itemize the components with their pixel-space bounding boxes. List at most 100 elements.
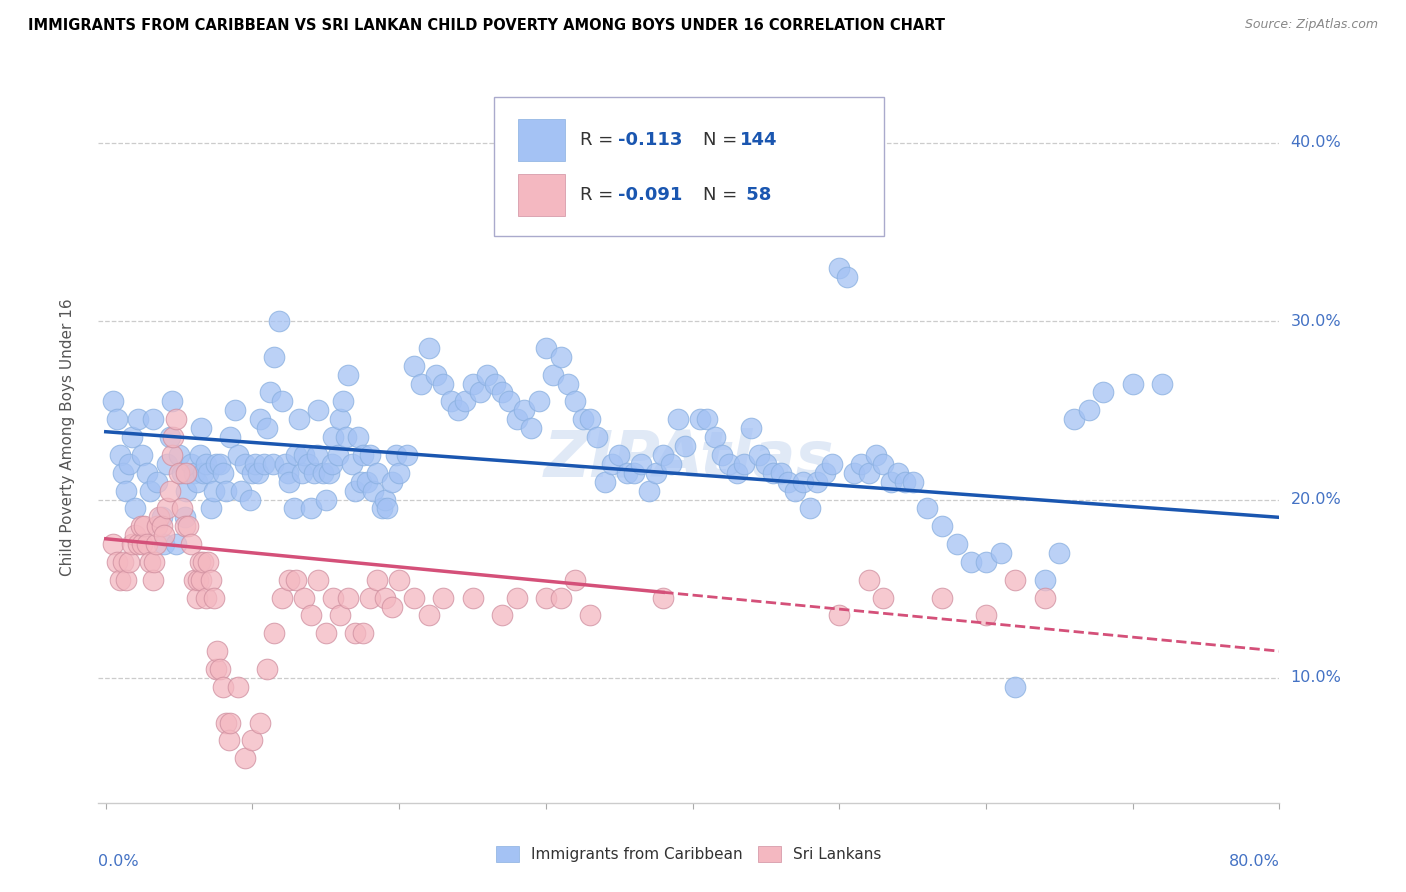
Point <box>373 492 395 507</box>
Point <box>176 483 198 498</box>
Point <box>659 457 682 471</box>
Point <box>336 368 359 382</box>
Point <box>143 555 166 569</box>
Point <box>121 537 143 551</box>
Point <box>806 475 828 489</box>
Point <box>336 591 359 605</box>
Point <box>188 448 211 462</box>
Point <box>579 412 602 426</box>
Point <box>170 501 193 516</box>
Point <box>127 412 149 426</box>
Point <box>115 483 138 498</box>
Y-axis label: Child Poverty Among Boys Under 16: Child Poverty Among Boys Under 16 <box>60 298 75 576</box>
Point <box>312 466 335 480</box>
Point <box>285 448 308 462</box>
Point <box>513 403 536 417</box>
Point <box>1152 376 1174 391</box>
Text: 40.0%: 40.0% <box>1291 136 1341 150</box>
Point <box>315 492 337 507</box>
FancyBboxPatch shape <box>494 97 884 235</box>
Point <box>696 412 718 426</box>
Point <box>748 448 770 462</box>
Point <box>527 394 550 409</box>
Point <box>135 537 157 551</box>
Point <box>477 368 499 382</box>
Point <box>174 510 197 524</box>
Point <box>183 573 205 587</box>
Point <box>872 457 894 471</box>
Point <box>219 715 242 730</box>
Point <box>170 466 193 480</box>
Point <box>159 483 181 498</box>
Point <box>292 591 315 605</box>
Point <box>505 412 527 426</box>
Point <box>131 448 153 462</box>
Point <box>1004 573 1026 587</box>
Point <box>381 599 404 614</box>
Point <box>520 421 543 435</box>
Point <box>381 475 404 489</box>
Point <box>207 644 229 658</box>
Point <box>101 537 124 551</box>
Point <box>110 573 132 587</box>
Point <box>835 269 858 284</box>
Point <box>253 457 276 471</box>
Point <box>142 573 165 587</box>
Point <box>180 537 202 551</box>
Point <box>418 608 440 623</box>
Point <box>534 591 557 605</box>
Point <box>321 457 343 471</box>
Point <box>332 394 354 409</box>
Point <box>249 715 271 730</box>
Point <box>191 466 214 480</box>
Point <box>215 715 238 730</box>
Point <box>666 412 689 426</box>
Point <box>352 626 374 640</box>
Point <box>160 448 183 462</box>
Point <box>197 555 219 569</box>
Point <box>165 412 187 426</box>
Point <box>593 475 616 489</box>
Point <box>821 457 844 471</box>
Point <box>326 448 349 462</box>
Point <box>256 662 278 676</box>
Point <box>600 457 623 471</box>
Point <box>579 608 602 623</box>
Point <box>291 466 314 480</box>
Point <box>202 591 225 605</box>
Point <box>204 457 226 471</box>
Point <box>274 457 297 471</box>
Point <box>270 394 292 409</box>
FancyBboxPatch shape <box>517 119 565 161</box>
Text: R =: R = <box>581 131 619 149</box>
Point <box>110 448 132 462</box>
Point <box>194 457 217 471</box>
Point <box>432 376 454 391</box>
Point <box>366 573 388 587</box>
Point <box>121 430 143 444</box>
Point <box>359 448 381 462</box>
Point <box>212 466 235 480</box>
Point <box>637 483 659 498</box>
Point <box>388 466 411 480</box>
Point <box>249 412 271 426</box>
Point <box>571 412 593 426</box>
Point <box>550 591 572 605</box>
Point <box>689 412 711 426</box>
Point <box>139 483 162 498</box>
Point <box>150 510 173 524</box>
Point <box>682 216 704 230</box>
Point <box>1077 403 1099 417</box>
Point <box>215 483 238 498</box>
Point <box>245 457 267 471</box>
Point <box>159 430 181 444</box>
Point <box>256 421 278 435</box>
Text: ZIPAtlas: ZIPAtlas <box>544 428 834 490</box>
Point <box>329 608 352 623</box>
Point <box>153 528 176 542</box>
Point <box>160 394 183 409</box>
Text: R =: R = <box>581 186 619 204</box>
Point <box>616 466 638 480</box>
Point <box>176 466 198 480</box>
Point <box>931 519 953 533</box>
